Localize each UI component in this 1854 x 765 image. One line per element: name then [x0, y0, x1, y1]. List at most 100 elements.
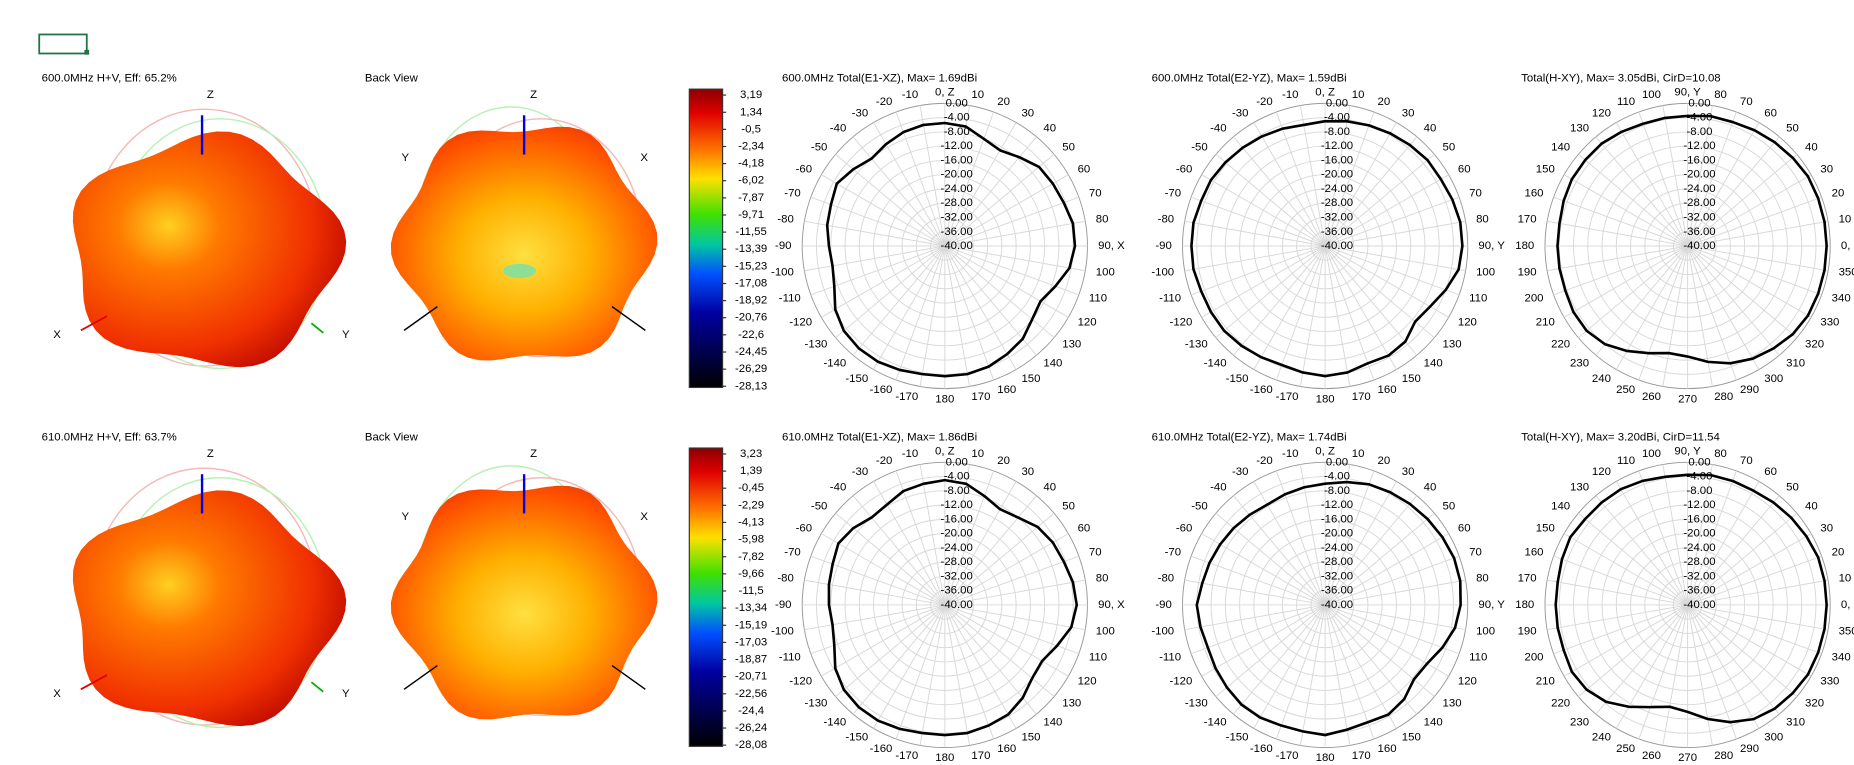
grid-spoke: [919, 604, 946, 746]
radial-label: -16.00: [1321, 513, 1353, 525]
grid-spoke: [944, 245, 971, 387]
view-title: Back View: [365, 431, 419, 443]
angle-label: -50: [1191, 141, 1207, 153]
radial-label: -12.00: [1683, 140, 1715, 152]
grid-spoke: [944, 604, 971, 746]
angle-label: 100: [1642, 448, 1661, 460]
chart-title: 600.0MHz Total(E2-YZ), Max= 1.59dBi: [1152, 72, 1347, 84]
radial-label: -28.00: [1321, 197, 1353, 209]
grid-spoke: [1615, 245, 1689, 370]
angle-label: 140: [1043, 357, 1062, 369]
angle-label: -100: [1151, 267, 1174, 279]
angle-label: 70: [1089, 546, 1102, 558]
axis-label: Y: [401, 511, 409, 523]
grid-spoke: [944, 579, 1086, 606]
colorbar-label: -28,13: [735, 380, 767, 392]
radial-label: -24.00: [1683, 542, 1715, 554]
grid-spoke: [944, 533, 1069, 606]
angle-label: -120: [789, 317, 812, 329]
grid-spoke: [1578, 153, 1688, 247]
radial-label: -20.00: [941, 169, 973, 181]
grid-spoke: [1687, 174, 1812, 247]
polar-chart: 600.0MHz Total(E1-XZ), Max= 1.69dBi 0, Z 1…: [771, 72, 1125, 405]
angle-label: -60: [1176, 163, 1192, 175]
grid-spoke: [1662, 604, 1689, 746]
angle-label: 90, Y: [1674, 446, 1701, 458]
radial-label: -4.00: [1687, 112, 1713, 124]
pattern-curve: [1195, 480, 1462, 737]
angle-label: 280: [1714, 750, 1733, 762]
angle-label: -160: [870, 743, 893, 755]
null-spot: [502, 263, 537, 279]
grid-spoke: [1215, 604, 1326, 697]
angle-label: 160: [997, 743, 1016, 755]
radial-label: -4.00: [944, 112, 970, 124]
grid-spoke: [1324, 105, 1351, 247]
grid-spoke: [1662, 245, 1689, 387]
angle-label: 320: [1805, 697, 1824, 709]
grid-spoke: [1190, 245, 1326, 296]
grid-spoke: [944, 220, 1086, 247]
angle-label: -10: [902, 89, 918, 101]
angle-label: 210: [1536, 317, 1555, 329]
angle-label: 150: [1021, 732, 1040, 744]
grid-spoke: [944, 105, 971, 247]
grid-spoke: [1553, 196, 1688, 247]
angle-label: 180: [935, 393, 954, 405]
axis: [611, 306, 646, 331]
radial-label: -24.00: [1321, 542, 1353, 554]
radial-label: -8.00: [944, 126, 970, 138]
angle-label: -30: [1232, 466, 1248, 478]
angle-label: 10: [1839, 213, 1852, 225]
angle-label: -140: [1204, 716, 1227, 728]
grid-spoke: [1553, 555, 1688, 606]
angle-label: 140: [1424, 716, 1443, 728]
angle-label: -130: [1185, 697, 1208, 709]
grid-spoke: [1687, 555, 1822, 606]
angle-label: 130: [1062, 339, 1081, 351]
grid-spoke: [1253, 245, 1326, 370]
angle-label: 290: [1740, 743, 1759, 755]
grid-spoke: [944, 470, 995, 606]
colorbar-label: -24,45: [735, 346, 767, 358]
radial-label: -40.00: [1321, 599, 1353, 611]
grid-spoke: [1324, 136, 1418, 247]
angle-label: 150: [1402, 732, 1421, 744]
grid-spoke: [1324, 533, 1449, 606]
grid-spoke: [1324, 245, 1351, 387]
angle-label: 50: [1062, 500, 1075, 512]
radial-label: -20.00: [941, 528, 973, 540]
grid-spoke: [944, 174, 1069, 247]
angle-label: 180: [1316, 393, 1335, 405]
radial-label: -16.00: [1321, 154, 1353, 166]
grid-spoke: [1687, 495, 1780, 606]
axis: [403, 664, 438, 690]
angle-label: -80: [1158, 572, 1174, 584]
angle-label: -110: [1159, 651, 1181, 663]
grid-spoke: [1687, 245, 1822, 296]
colorbar: [688, 447, 724, 747]
angle-label: 210: [1536, 676, 1555, 688]
grid-spoke: [1184, 579, 1326, 606]
radial-label: -16.00: [941, 154, 973, 166]
angle-label: 30: [1402, 107, 1415, 119]
grid-spoke: [1687, 245, 1760, 370]
angle-label: 300: [1764, 732, 1783, 744]
angle-label: 30: [1820, 522, 1833, 534]
radial-label: 0.00: [946, 456, 968, 468]
grid-spoke: [1325, 579, 1466, 606]
angle-label: -130: [805, 697, 828, 709]
grid-spoke: [1687, 604, 1760, 729]
grid-spoke: [1233, 136, 1326, 247]
grid-spoke: [1253, 604, 1326, 729]
colorbar-label: -2,34: [738, 141, 764, 153]
axis-label: X: [640, 152, 648, 164]
radial-label: -16.00: [1683, 154, 1715, 166]
angle-label: -20: [1256, 455, 1272, 467]
grid-spoke: [944, 604, 1086, 631]
radial-label: 0.00: [1688, 456, 1710, 468]
grid-spoke: [1253, 122, 1326, 247]
angle-label: -40: [1210, 481, 1226, 493]
angle-label: 230: [1570, 357, 1589, 369]
